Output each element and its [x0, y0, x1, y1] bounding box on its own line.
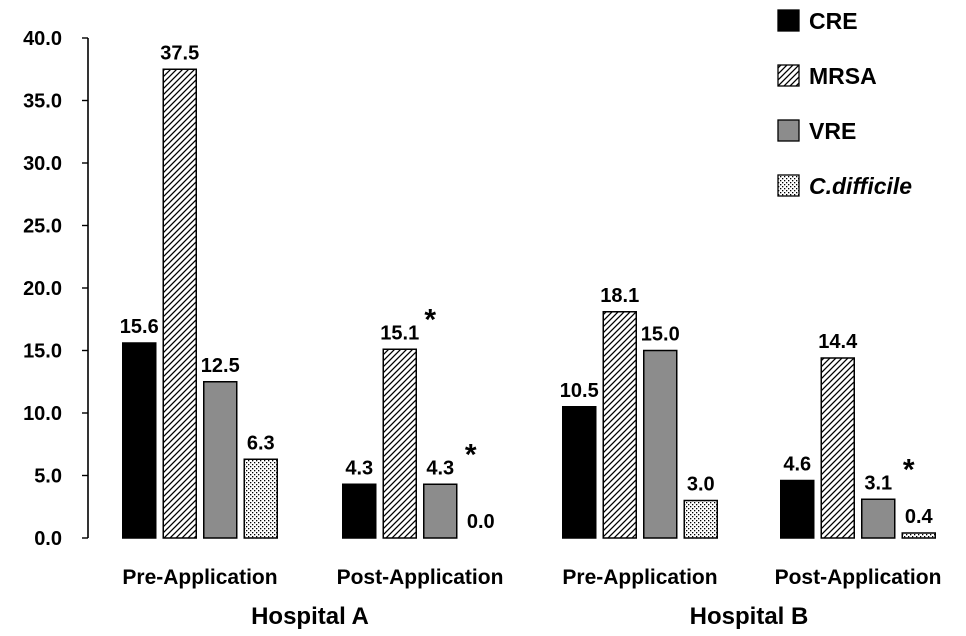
bar-cdifficile — [243, 458, 278, 539]
x-category-label: Pre-Application — [122, 566, 277, 589]
significance-star: * — [465, 438, 477, 471]
legend: CRE MRSA VRE C.difficile — [777, 8, 912, 199]
legend-label: CRE — [809, 8, 858, 34]
data-label: 10.5 — [560, 380, 599, 402]
y-tick-label: 25.0 — [23, 216, 62, 238]
bar-cdifficile — [901, 532, 936, 539]
group-label: Hospital B — [690, 603, 809, 630]
bar-mrsa — [820, 357, 855, 539]
data-label: 4.3 — [345, 457, 373, 479]
legend-swatch — [777, 64, 800, 87]
data-label: 18.1 — [600, 285, 639, 307]
data-label: 6.3 — [247, 432, 275, 454]
bar-mrsa — [162, 68, 197, 539]
bar-cre — [342, 483, 377, 539]
bars — [122, 68, 936, 539]
bar-cre — [780, 479, 815, 539]
data-label: 15.6 — [120, 316, 159, 338]
bar-vre — [643, 349, 678, 539]
legend-swatch — [777, 174, 800, 197]
data-label: 4.6 — [783, 454, 811, 476]
x-category-label: Pre-Application — [562, 566, 717, 589]
legend-label: C.difficile — [809, 173, 912, 199]
legend-swatch — [777, 9, 800, 32]
bar-vre — [861, 498, 896, 539]
bar-mrsa — [602, 311, 637, 539]
y-tick-label: 40.0 — [23, 28, 62, 50]
y-tick-label: 35.0 — [23, 91, 62, 113]
legend-label: VRE — [809, 118, 856, 144]
data-label: 0.4 — [905, 506, 934, 528]
data-label: 15.1 — [380, 322, 419, 344]
y-tick-label: 0.0 — [34, 528, 62, 550]
data-label: 37.5 — [160, 42, 199, 64]
bar-cdifficile — [683, 499, 718, 539]
group-label: Hospital A — [251, 603, 369, 630]
y-tick-label: 20.0 — [23, 278, 62, 300]
legend-swatch — [777, 119, 800, 142]
x-category-label: Post-Application — [337, 566, 504, 589]
bar-cre — [562, 406, 597, 539]
y-tick-label: 10.0 — [23, 403, 62, 425]
y-tick-label: 30.0 — [23, 153, 62, 175]
bar-vre — [423, 483, 458, 539]
data-label: 4.3 — [426, 457, 454, 479]
legend-label: MRSA — [809, 63, 877, 89]
significance-star: * — [903, 453, 915, 486]
data-label: 3.0 — [687, 474, 715, 496]
bar-mrsa — [382, 348, 417, 539]
bar-cre — [122, 342, 157, 539]
bar-vre — [203, 381, 238, 539]
data-label: 0.0 — [467, 511, 495, 533]
axes: 0.0 5.0 10.0 15.0 20.0 25.0 30.0 35.0 40.0 Pre-Ap… — [23, 28, 941, 630]
x-category-label: Post-Application — [775, 566, 942, 589]
data-labels: 15.6 4.3 10.5 4.6 37.5 15.1 18.1 14.4 12.5 4.3 15.… — [120, 42, 934, 533]
y-tick-label: 15.0 — [23, 341, 62, 363]
data-label: 3.1 — [864, 472, 892, 494]
significance-star: * — [424, 303, 436, 336]
data-label: 14.4 — [818, 331, 858, 353]
data-label: 12.5 — [201, 355, 240, 377]
data-label: 15.0 — [641, 324, 680, 346]
y-tick-label: 5.0 — [34, 466, 62, 488]
